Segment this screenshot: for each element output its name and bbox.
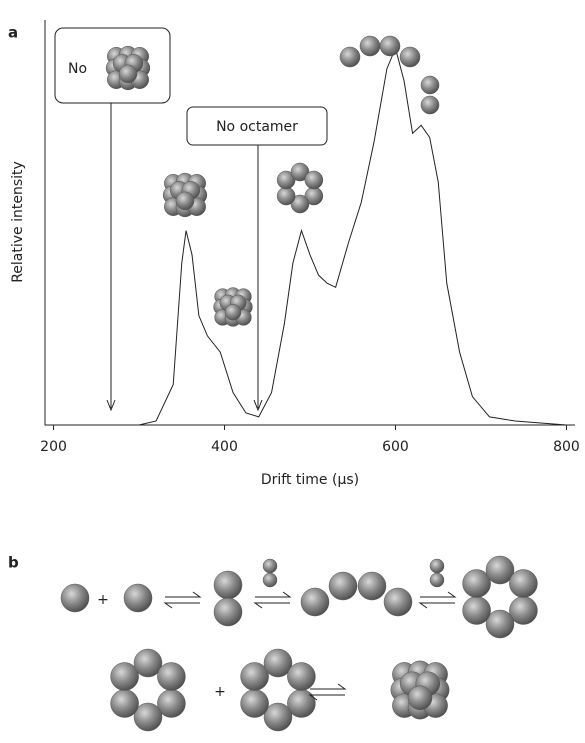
sphere bbox=[509, 569, 538, 598]
sphere bbox=[328, 571, 358, 601]
annotation-box bbox=[54, 27, 171, 104]
sphere bbox=[110, 689, 139, 718]
plus: + bbox=[97, 592, 109, 608]
sphere bbox=[133, 702, 163, 732]
sphere bbox=[60, 583, 90, 613]
annotation: No bbox=[68, 61, 87, 77]
sphere bbox=[407, 685, 433, 711]
sphere bbox=[290, 162, 310, 182]
sphere bbox=[133, 648, 163, 678]
equilibrium-arrow bbox=[253, 591, 292, 609]
sphere bbox=[263, 648, 293, 678]
sphere bbox=[240, 689, 269, 718]
plus: + bbox=[214, 684, 226, 700]
sphere bbox=[276, 186, 296, 206]
x-tick-label: 400 bbox=[211, 439, 238, 455]
sphere bbox=[420, 95, 440, 115]
sphere bbox=[290, 194, 310, 214]
sphere bbox=[359, 35, 381, 57]
sphere bbox=[399, 46, 421, 68]
x-tick-label: 200 bbox=[40, 439, 67, 455]
sphere bbox=[240, 662, 269, 691]
sphere bbox=[213, 597, 243, 627]
sphere bbox=[175, 191, 195, 211]
x-tick-label: 600 bbox=[382, 439, 409, 455]
x-axis-label: Drift time (μs) bbox=[261, 472, 359, 488]
sphere bbox=[420, 75, 440, 95]
equilibrium-arrow bbox=[308, 683, 347, 701]
plot: 200 400 600 800 bbox=[40, 20, 580, 455]
arrows bbox=[106, 103, 263, 412]
sphere bbox=[110, 662, 139, 691]
panel-label: b bbox=[8, 554, 19, 572]
sphere bbox=[379, 35, 401, 57]
sphere bbox=[224, 303, 242, 321]
sphere bbox=[276, 170, 296, 190]
sphere bbox=[300, 587, 330, 617]
sphere bbox=[383, 587, 413, 617]
x-tick-label: 800 bbox=[553, 439, 580, 455]
cluster-art bbox=[60, 35, 538, 732]
sphere bbox=[429, 558, 445, 574]
sphere bbox=[263, 702, 293, 732]
sphere bbox=[485, 609, 515, 639]
sphere bbox=[287, 662, 316, 691]
equilibrium-arrow bbox=[163, 591, 202, 609]
sphere bbox=[429, 572, 445, 588]
sphere bbox=[213, 570, 243, 600]
sphere bbox=[357, 571, 387, 601]
axis bbox=[44, 20, 575, 426]
sphere bbox=[157, 662, 186, 691]
sphere bbox=[485, 555, 515, 585]
sphere bbox=[304, 170, 324, 190]
sphere bbox=[262, 572, 278, 588]
annotation: No octamer bbox=[216, 119, 298, 135]
sphere bbox=[462, 596, 491, 625]
data-line bbox=[53, 46, 567, 426]
sphere bbox=[123, 583, 153, 613]
sphere bbox=[462, 569, 491, 598]
y-axis-label: Relative intensity bbox=[10, 161, 26, 283]
panel-label: a bbox=[8, 24, 18, 42]
sphere bbox=[262, 558, 278, 574]
sphere bbox=[339, 46, 361, 68]
annotation-box bbox=[186, 106, 328, 146]
sphere bbox=[118, 64, 138, 84]
equilibrium-arrow bbox=[418, 591, 457, 609]
